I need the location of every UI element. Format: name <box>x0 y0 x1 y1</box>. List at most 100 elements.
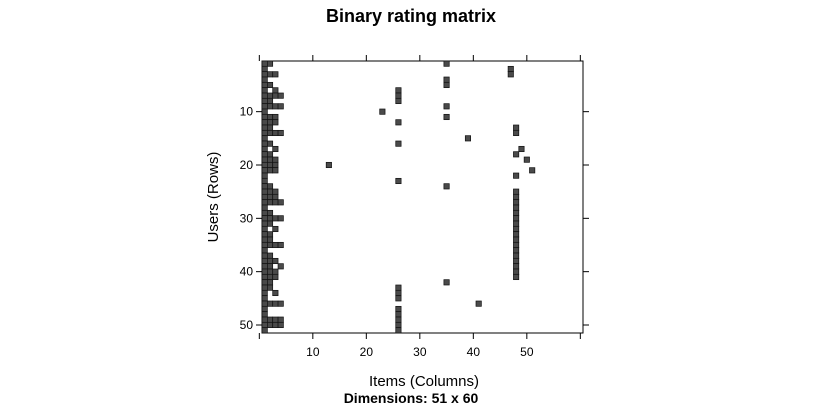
matrix-cell <box>443 76 450 83</box>
matrix-cell <box>267 241 274 249</box>
matrix-cell <box>443 113 450 121</box>
matrix-cell <box>443 279 450 286</box>
matrix-cell <box>395 316 402 323</box>
matrix-cell <box>261 316 268 323</box>
matrix-cells <box>261 60 536 334</box>
matrix-cell <box>267 316 274 323</box>
matrix-cell <box>261 71 268 78</box>
matrix-cell <box>261 87 268 94</box>
y-axis-label: Users (Rows) <box>205 152 222 243</box>
matrix-cell <box>267 97 274 105</box>
matrix-cell <box>513 209 520 217</box>
axis-ticks: 10 20 30 40 50 10 20 30 40 50 <box>240 55 589 359</box>
matrix-cell <box>261 236 268 243</box>
matrix-cell <box>261 257 268 265</box>
matrix-cell <box>513 263 520 270</box>
matrix-cell <box>267 284 274 291</box>
matrix-cell <box>267 268 274 275</box>
matrix-cell <box>267 199 274 206</box>
matrix-cell <box>272 87 279 94</box>
matrix-cell <box>267 167 274 174</box>
matrix-cell <box>261 247 268 254</box>
matrix-cell <box>272 268 279 275</box>
matrix-cell <box>513 188 520 195</box>
matrix-cell <box>277 215 284 222</box>
matrix-cell <box>267 273 274 281</box>
x-axis-label: Items (Columns) <box>369 373 479 390</box>
matrix-cell <box>272 113 279 121</box>
matrix-cell <box>261 321 268 329</box>
matrix-cell <box>272 119 279 126</box>
matrix-cell <box>261 60 268 67</box>
matrix-cell <box>272 103 279 110</box>
matrix-cell <box>395 97 402 105</box>
matrix-cell <box>261 177 268 185</box>
matrix-cell <box>523 156 530 163</box>
matrix-cell <box>267 220 274 227</box>
chart-title: Binary rating matrix <box>326 6 496 26</box>
matrix-cell <box>277 321 284 329</box>
matrix-cell <box>518 145 525 153</box>
matrix-cell <box>395 119 402 126</box>
matrix-cell <box>272 129 279 137</box>
matrix-cell <box>261 327 268 334</box>
matrix-cell <box>277 263 284 270</box>
matrix-cell <box>267 252 274 259</box>
matrix-cell <box>261 284 268 291</box>
dimensions-caption: Dimensions: 51 x 60 <box>344 390 479 406</box>
matrix-cell <box>261 140 268 147</box>
matrix-cell <box>267 257 274 265</box>
matrix-cell <box>261 156 268 163</box>
matrix-cell <box>272 193 279 201</box>
matrix-cell <box>267 321 274 329</box>
matrix-cell <box>261 172 268 179</box>
matrix-cell <box>443 103 450 110</box>
matrix-cell <box>267 92 274 99</box>
matrix-cell <box>272 289 279 297</box>
matrix-cell <box>443 60 450 67</box>
matrix-cell <box>261 241 268 249</box>
matrix-cell <box>261 119 268 126</box>
matrix-cell <box>261 129 268 137</box>
matrix-cell <box>272 145 279 153</box>
matrix-cell <box>395 87 402 94</box>
matrix-cell <box>395 289 402 297</box>
matrix-cell <box>267 124 274 131</box>
matrix-cell <box>261 289 268 297</box>
matrix-cell <box>267 140 274 147</box>
matrix-cell <box>513 241 520 249</box>
matrix-cell <box>261 273 268 281</box>
y-tick-label: 20 <box>240 158 254 172</box>
matrix-cell <box>261 279 268 286</box>
matrix-cell <box>513 215 520 222</box>
matrix-cell <box>513 257 520 265</box>
matrix-cell <box>261 300 268 307</box>
matrix-cell <box>277 199 284 206</box>
matrix-cell <box>475 300 482 307</box>
matrix-cell <box>272 156 279 163</box>
matrix-cell <box>261 305 268 313</box>
matrix-cell <box>272 225 279 233</box>
matrix-cell <box>261 76 268 83</box>
matrix-cell <box>261 295 268 302</box>
matrix-cell <box>395 140 402 147</box>
matrix-cell <box>379 108 386 115</box>
matrix-cell <box>513 225 520 233</box>
matrix-cell <box>443 81 450 89</box>
matrix-cell <box>272 300 279 307</box>
x-tick-label: 30 <box>413 345 427 359</box>
matrix-cell <box>261 124 268 131</box>
matrix-cell <box>395 305 402 313</box>
matrix-cell <box>261 311 268 318</box>
matrix-cell <box>267 151 274 158</box>
matrix-cell <box>513 172 520 179</box>
matrix-cell <box>513 129 520 137</box>
y-tick-label: 30 <box>240 211 254 225</box>
matrix-cell <box>261 252 268 259</box>
matrix-cell <box>513 124 520 131</box>
matrix-cell <box>513 247 520 254</box>
matrix-cell <box>464 135 471 142</box>
matrix-cell <box>513 193 520 201</box>
matrix-cell <box>261 183 268 190</box>
matrix-cell <box>267 279 274 286</box>
